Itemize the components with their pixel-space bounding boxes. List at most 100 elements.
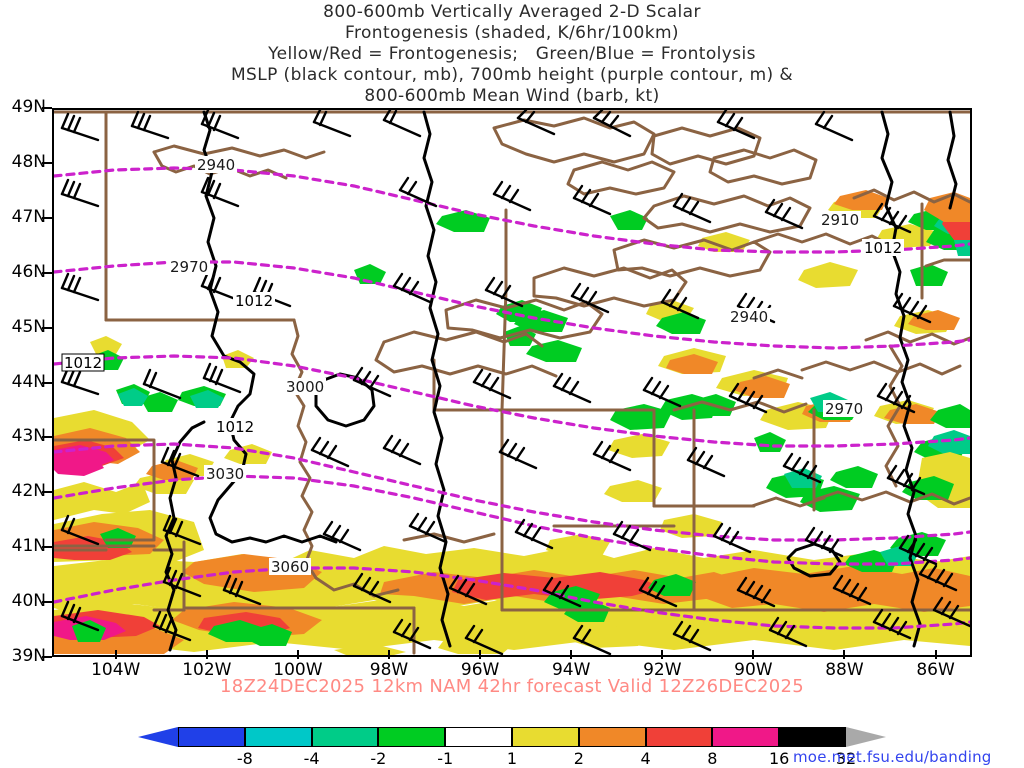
- colorbar-segment: [378, 727, 446, 747]
- colorbar-segment: [178, 727, 245, 747]
- x-axis-label: 92W: [643, 660, 682, 680]
- colorbar-segment: [512, 727, 579, 747]
- y-axis-label: 45N: [11, 316, 46, 337]
- height-label-3000: 3000: [284, 378, 326, 396]
- x-axis-tick: [205, 650, 208, 659]
- x-axis-tick: [934, 650, 937, 659]
- height-label-2940-w: 2940: [195, 156, 237, 174]
- y-axis-label: 47N: [11, 206, 46, 227]
- colorbar-tick-label: -2: [370, 749, 387, 768]
- title-line-2: Frontogenesis (shaded, K/6hr/100km): [345, 23, 679, 43]
- svg-text:2910: 2910: [821, 211, 859, 229]
- y-axis-tick: [42, 326, 52, 329]
- x-axis-tick: [570, 650, 573, 659]
- x-axis-label: 88W: [825, 660, 864, 680]
- height-label-3060: 3060: [269, 558, 311, 576]
- colorbar-under-arrow: [138, 727, 178, 747]
- colorbar-tick-label: 2: [573, 749, 584, 768]
- colorbar-segment: [779, 727, 846, 747]
- height-label-2910-e: 2910: [819, 211, 861, 229]
- y-axis-label: 41N: [11, 536, 46, 557]
- svg-text:2970: 2970: [170, 258, 208, 276]
- height-label-2970-e: 2970: [823, 400, 865, 418]
- x-axis-label: 98W: [369, 660, 409, 680]
- x-axis-tick: [843, 650, 846, 659]
- y-axis-tick: [42, 271, 52, 274]
- title-line-5: 800-600mb Mean Wind (barb, kt): [364, 86, 660, 106]
- svg-text:1012: 1012: [864, 239, 902, 257]
- x-axis-label: 86W: [916, 660, 955, 680]
- x-axis-tick: [752, 650, 755, 659]
- colorbar-tick-label: -4: [303, 749, 320, 768]
- y-axis-tick: [42, 491, 52, 494]
- y-axis-tick: [42, 381, 52, 384]
- x-axis-label: 104W: [91, 660, 141, 680]
- y-axis-tick: [42, 161, 52, 164]
- source-watermark: moe.met.fsu.edu/banding: [793, 748, 992, 766]
- svg-text:1012: 1012: [216, 418, 254, 436]
- height-label-2970-w: 2970: [168, 258, 210, 276]
- title-line-1: 800-600mb Vertically Averaged 2-D Scalar: [323, 2, 701, 22]
- height-label-3030: 3030: [204, 465, 246, 483]
- y-axis-label: 40N: [11, 591, 46, 612]
- colorbar-tick-label: 32: [835, 749, 857, 768]
- colorbar-tick-label: -1: [437, 749, 454, 768]
- y-axis-label: 42N: [11, 481, 46, 502]
- map-plot-area: 2940 2970 3000 3030: [52, 108, 972, 657]
- svg-text:3030: 3030: [206, 465, 244, 483]
- mslp-label-1012-b: 1012: [233, 292, 275, 310]
- forecast-caption: 18Z24DEC2025 12km NAM 42hr forecast Vali…: [219, 676, 805, 697]
- height-label-2940-e: 2940: [728, 308, 770, 326]
- x-axis-label: 102W: [182, 660, 232, 680]
- y-axis-tick: [42, 436, 52, 439]
- colorbar-tick-label: 4: [640, 749, 651, 768]
- x-axis-label: 94W: [551, 660, 591, 680]
- x-axis-tick: [296, 650, 299, 659]
- x-axis-tick: [479, 650, 482, 659]
- chart-title-block: 800-600mb Vertically Averaged 2-D Scalar…: [0, 2, 1024, 107]
- colorbar-tick-label: 16: [769, 749, 790, 768]
- mslp-label-1012-a: 1012: [61, 353, 105, 372]
- x-axis-tick: [388, 650, 391, 659]
- svg-text:3060: 3060: [271, 558, 309, 576]
- y-axis-tick: [42, 546, 52, 549]
- colorbar-tick-label: 1: [506, 749, 518, 768]
- title-line-3: Yellow/Red = Frontogenesis; Green/Blue =…: [268, 44, 756, 64]
- x-axis-label: 96W: [460, 660, 500, 680]
- y-axis-label: 49N: [11, 97, 46, 117]
- wind-barbs: [60, 110, 970, 655]
- y-axis-tick: [42, 601, 52, 604]
- x-axis-label: 90W: [734, 660, 773, 680]
- mslp-label-1012-d: 1012: [862, 239, 904, 257]
- svg-text:2940: 2940: [730, 308, 768, 326]
- mslp-label-1012-c: 1012: [214, 418, 256, 436]
- x-axis-label: 100W: [273, 660, 323, 680]
- x-axis-tick: [114, 650, 117, 659]
- y-axis-tick: [42, 216, 52, 219]
- contour-labels: 2940 2970 3000 3030: [61, 156, 904, 576]
- colorbar-segment: [244, 727, 312, 747]
- colorbar-tick-label: -8: [236, 749, 253, 768]
- colorbar-segment: [578, 727, 646, 747]
- svg-text:1012: 1012: [64, 354, 102, 372]
- colorbar-segment: [645, 727, 713, 747]
- svg-text:3000: 3000: [286, 378, 324, 396]
- y-axis-label: 43N: [11, 426, 46, 447]
- colorbar-segment: [311, 727, 379, 747]
- y-axis-label: 46N: [11, 261, 46, 282]
- svg-text:1012: 1012: [235, 292, 273, 310]
- y-axis-label: 48N: [11, 151, 46, 172]
- y-axis-tick: [42, 656, 52, 658]
- map-svg: 2940 2970 3000 3030: [54, 110, 970, 655]
- colorbar-segment: [445, 727, 512, 747]
- y-axis-label: 44N: [11, 371, 46, 392]
- colorbar: -8 -4 -2 -1 1 2 4 8 16 32: [138, 727, 886, 768]
- svg-text:2940: 2940: [197, 156, 235, 174]
- colorbar-tick-label: 8: [707, 749, 718, 768]
- svg-text:2970: 2970: [825, 400, 863, 418]
- x-axis-tick: [661, 650, 664, 659]
- colorbar-over-arrow: [846, 727, 886, 747]
- y-axis-tick: [42, 107, 52, 109]
- colorbar-segment: [712, 727, 780, 747]
